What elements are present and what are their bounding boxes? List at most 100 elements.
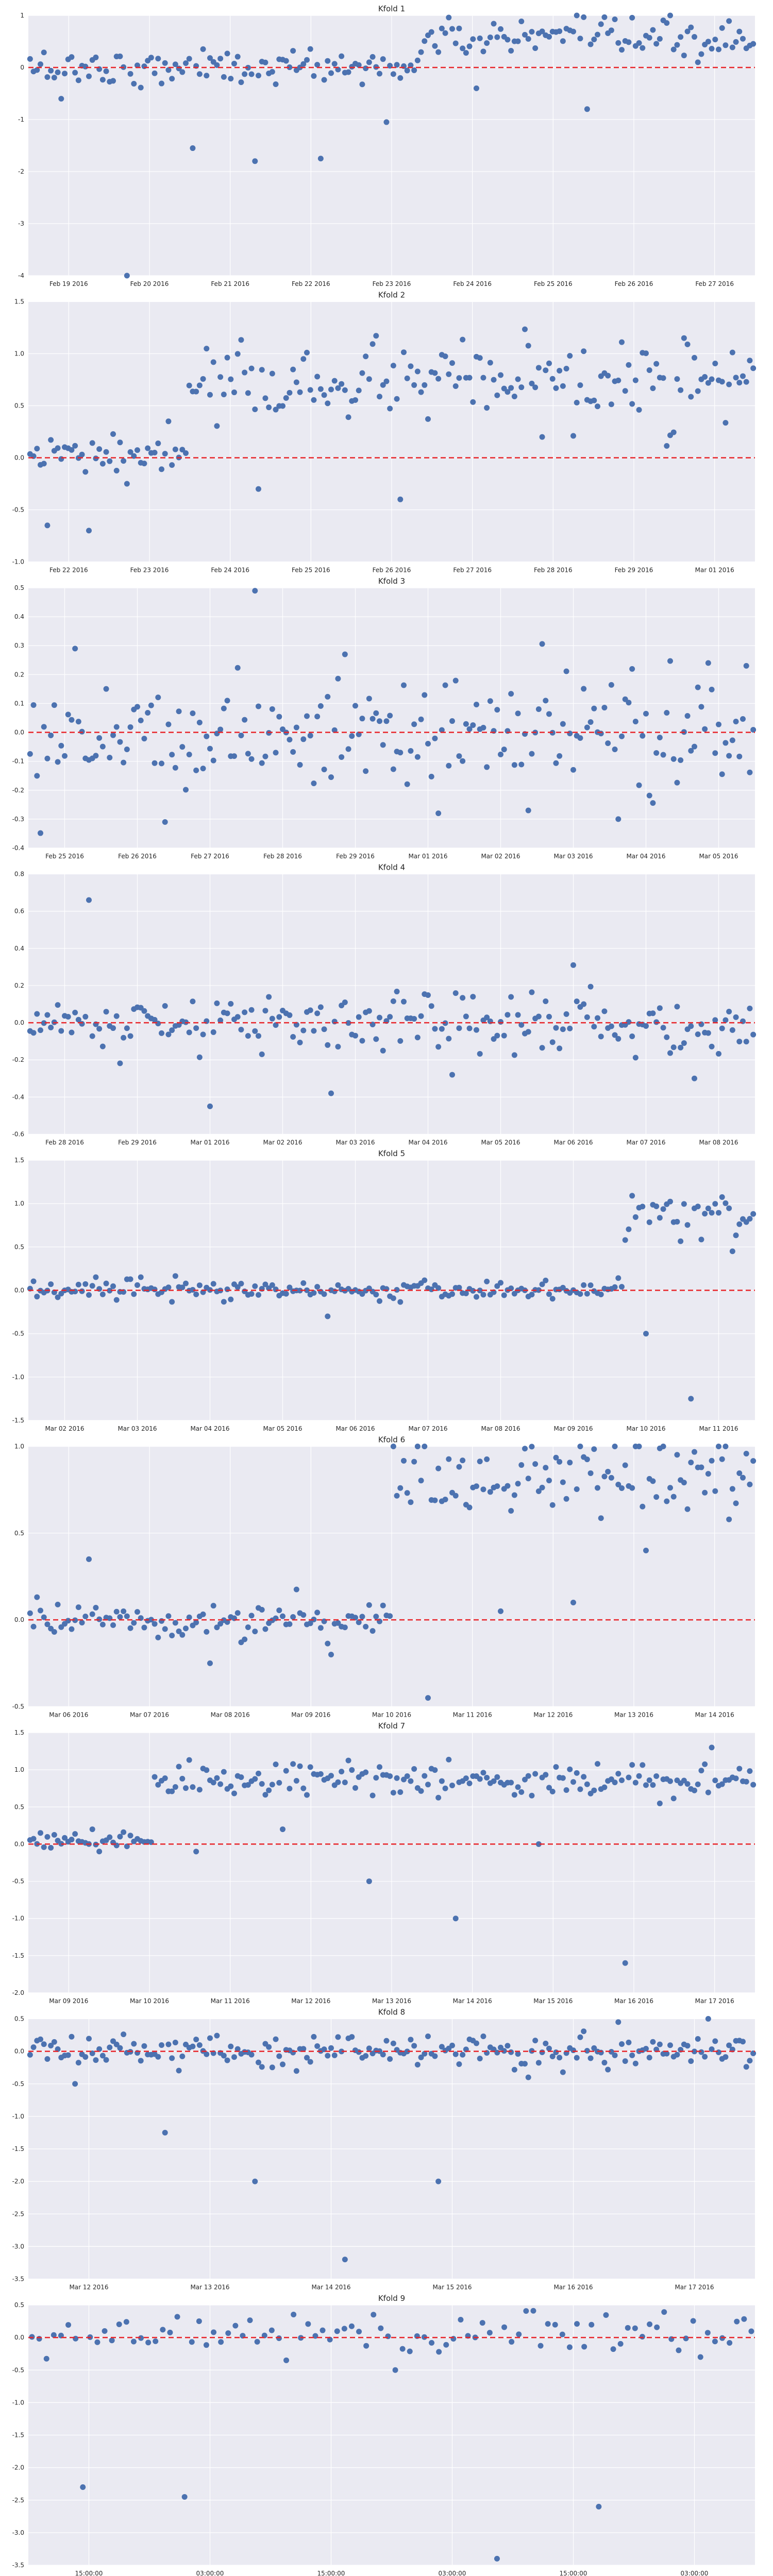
data-point bbox=[228, 376, 234, 382]
data-point bbox=[394, 989, 400, 995]
data-point bbox=[515, 38, 521, 44]
data-point bbox=[317, 1771, 324, 1777]
data-point bbox=[38, 1607, 43, 1614]
data-point bbox=[86, 528, 92, 534]
data-point bbox=[99, 1291, 106, 1297]
data-point bbox=[231, 1790, 237, 1797]
data-point bbox=[422, 2050, 428, 2057]
x-tick-label: Mar 03 2016 bbox=[553, 853, 593, 860]
data-point bbox=[290, 48, 296, 54]
data-point bbox=[256, 486, 261, 492]
data-point bbox=[117, 439, 123, 446]
data-point bbox=[30, 1278, 37, 1284]
chart-title: Kfold 3 bbox=[378, 577, 405, 586]
data-point bbox=[523, 2308, 529, 2314]
data-point bbox=[186, 1029, 192, 1036]
data-point bbox=[581, 1282, 587, 1288]
data-point bbox=[549, 1296, 556, 1302]
data-point bbox=[79, 1021, 85, 1027]
data-point bbox=[570, 962, 576, 968]
data-point bbox=[522, 1776, 528, 1783]
data-point bbox=[530, 2308, 536, 2314]
chart-title: Kfold 6 bbox=[378, 1435, 405, 1445]
data-point bbox=[719, 771, 725, 777]
data-point bbox=[598, 1033, 604, 1040]
data-point bbox=[657, 36, 663, 42]
data-point bbox=[352, 397, 358, 403]
data-point bbox=[165, 1284, 172, 1291]
data-point bbox=[591, 705, 597, 711]
data-point bbox=[238, 79, 244, 86]
data-point bbox=[179, 1284, 186, 1291]
data-point bbox=[727, 2340, 733, 2346]
data-point bbox=[646, 367, 652, 373]
data-point bbox=[484, 1456, 490, 1462]
data-point bbox=[615, 2019, 621, 2025]
data-point bbox=[480, 1770, 486, 1776]
data-point bbox=[369, 341, 376, 347]
data-point bbox=[605, 1468, 611, 1475]
data-point bbox=[325, 400, 331, 406]
data-point bbox=[155, 694, 161, 701]
data-point bbox=[667, 12, 673, 19]
data-point bbox=[601, 1473, 608, 1480]
x-tick-label: Mar 04 2016 bbox=[408, 1139, 447, 1146]
plot-area bbox=[28, 874, 755, 1134]
data-point bbox=[683, 2335, 689, 2342]
data-point bbox=[712, 1488, 718, 1494]
data-point bbox=[41, 1844, 47, 1850]
data-point bbox=[152, 1286, 158, 1293]
data-point bbox=[221, 2053, 227, 2059]
data-point bbox=[121, 1829, 127, 1835]
data-point bbox=[348, 2323, 355, 2329]
data-point bbox=[439, 1778, 445, 1784]
data-point bbox=[557, 753, 563, 759]
data-point bbox=[86, 1556, 92, 1562]
data-point bbox=[709, 2046, 715, 2053]
data-point bbox=[55, 759, 61, 765]
data-point bbox=[238, 1280, 244, 1286]
data-point bbox=[591, 2045, 597, 2051]
x-tick-label: Mar 04 2016 bbox=[190, 1425, 229, 1432]
data-point bbox=[681, 1480, 687, 1486]
x-tick-label: Mar 05 2016 bbox=[263, 1425, 302, 1432]
data-point bbox=[69, 717, 75, 723]
data-point bbox=[487, 698, 493, 704]
data-point bbox=[667, 2042, 673, 2048]
data-point bbox=[435, 376, 442, 382]
data-point bbox=[204, 733, 210, 739]
y-tick-label: -3.5 bbox=[12, 2276, 24, 2283]
data-point bbox=[705, 380, 711, 386]
data-point bbox=[383, 378, 390, 384]
y-tick-label: -0.5 bbox=[12, 1703, 24, 1710]
data-point bbox=[480, 375, 486, 381]
y-tick-label: -1.5 bbox=[12, 2432, 24, 2439]
data-point bbox=[99, 1043, 106, 1049]
data-point bbox=[366, 2045, 372, 2052]
data-point bbox=[307, 733, 313, 739]
data-point bbox=[221, 74, 227, 80]
data-point bbox=[726, 1516, 732, 1522]
data-point bbox=[380, 382, 386, 388]
data-point bbox=[553, 1764, 559, 1770]
data-point bbox=[432, 370, 438, 376]
data-point bbox=[622, 1462, 628, 1468]
data-point bbox=[515, 1012, 521, 1018]
data-point bbox=[335, 1044, 341, 1050]
data-point bbox=[162, 819, 168, 825]
data-point bbox=[103, 2057, 109, 2063]
data-point bbox=[331, 1019, 338, 1025]
data-point bbox=[345, 1020, 351, 1026]
data-point bbox=[425, 1782, 431, 1788]
data-point bbox=[750, 365, 757, 371]
data-point bbox=[615, 1036, 621, 1042]
data-point bbox=[511, 1792, 517, 1798]
data-point bbox=[736, 1470, 743, 1476]
chart-title: Kfold 5 bbox=[378, 1149, 405, 1158]
data-point bbox=[740, 36, 746, 42]
data-point bbox=[44, 755, 51, 761]
data-point bbox=[297, 389, 303, 395]
data-point bbox=[110, 78, 116, 84]
data-point bbox=[342, 2257, 348, 2263]
